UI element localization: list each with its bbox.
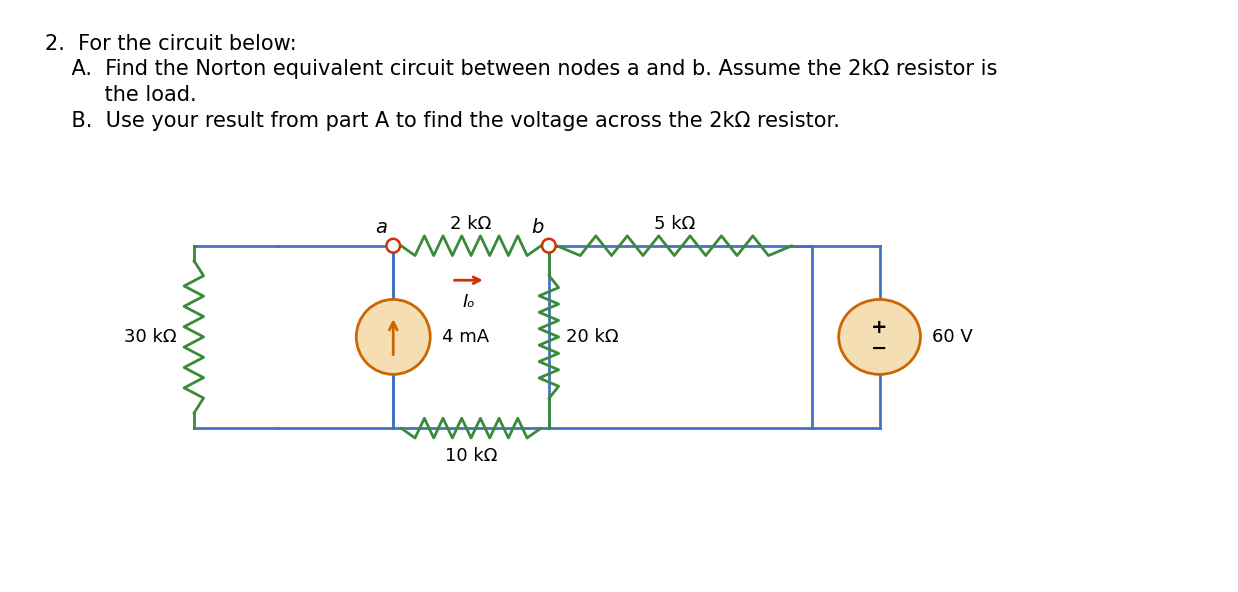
Text: −: − bbox=[872, 339, 888, 358]
Text: b: b bbox=[531, 218, 543, 237]
Text: Iₒ: Iₒ bbox=[463, 293, 475, 311]
Text: A.  Find the Norton equivalent circuit between nodes a and b. Assume the 2kΩ res: A. Find the Norton equivalent circuit be… bbox=[45, 59, 998, 79]
Text: 2.  For the circuit below:: 2. For the circuit below: bbox=[45, 34, 297, 54]
Text: a: a bbox=[375, 218, 387, 237]
Text: 5 kΩ: 5 kΩ bbox=[654, 215, 695, 233]
Ellipse shape bbox=[838, 300, 920, 374]
Circle shape bbox=[542, 239, 556, 253]
Text: 4 mA: 4 mA bbox=[442, 328, 489, 346]
Text: 60 V: 60 V bbox=[932, 328, 973, 346]
Text: 20 kΩ: 20 kΩ bbox=[566, 328, 619, 346]
Text: +: + bbox=[872, 317, 888, 337]
Text: 30 kΩ: 30 kΩ bbox=[124, 328, 176, 346]
Text: 2 kΩ: 2 kΩ bbox=[451, 215, 491, 233]
Text: 10 kΩ: 10 kΩ bbox=[444, 447, 498, 465]
Ellipse shape bbox=[357, 300, 431, 374]
Text: the load.: the load. bbox=[45, 85, 197, 105]
Circle shape bbox=[386, 239, 400, 253]
Text: B.  Use your result from part A to find the voltage across the 2kΩ resistor.: B. Use your result from part A to find t… bbox=[45, 111, 839, 131]
